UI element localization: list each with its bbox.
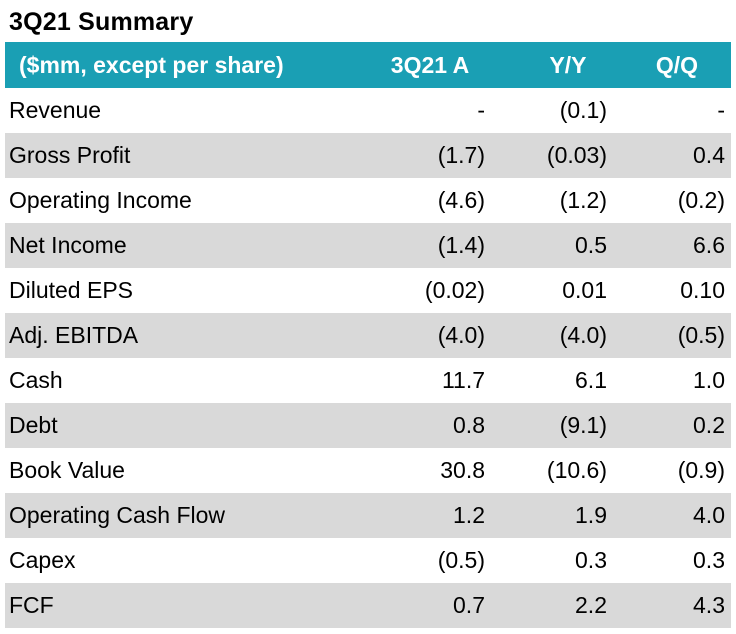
cell-yy: (9.1) <box>559 412 607 438</box>
table-row: Capex (0.5) 0.3 0.3 <box>5 538 731 583</box>
row-label: Net Income <box>9 232 127 258</box>
cell-qq: 4.0 <box>693 502 725 528</box>
cell-qq: 6.6 <box>693 232 725 258</box>
cell-qq: 4.3 <box>693 592 725 618</box>
row-label: Cash <box>9 367 63 393</box>
row-label: Revenue <box>9 97 102 123</box>
cell-yy: (4.0) <box>559 322 607 348</box>
cell-yy: 1.9 <box>575 502 607 528</box>
cell-3q21a: 1.2 <box>453 502 485 528</box>
cell-yy: (1.2) <box>559 187 607 213</box>
cell-3q21a: (1.4) <box>437 232 485 258</box>
cell-3q21a: 11.7 <box>441 367 485 393</box>
cell-yy: 0.3 <box>575 547 607 573</box>
cell-qq: 0.2 <box>693 412 725 438</box>
cell-3q21a: (0.5) <box>437 547 485 573</box>
row-label: Book Value <box>9 457 125 483</box>
table-row: Gross Profit (1.7) (0.03) 0.4 <box>5 133 731 178</box>
cell-yy: 6.1 <box>575 367 607 393</box>
header-yy: Y/Y <box>549 51 587 78</box>
cell-3q21a: 0.8 <box>453 412 485 438</box>
row-label: Capex <box>9 547 76 573</box>
table-row: Operating Income (4.6) (1.2) (0.2) <box>5 178 731 223</box>
cell-3q21a: (0.02) <box>424 277 485 303</box>
cell-qq: (0.2) <box>677 187 725 213</box>
table-title: 3Q21 Summary <box>9 8 194 36</box>
table-header-row: ($mm, except per share) 3Q21 A Y/Y Q/Q <box>5 42 731 88</box>
cell-yy: (0.03) <box>546 142 607 168</box>
cell-yy: 0.5 <box>575 232 607 258</box>
table-row: FCF 0.7 2.2 4.3 <box>5 583 731 628</box>
cell-yy: (10.6) <box>546 457 607 483</box>
cell-qq: (0.9) <box>677 457 725 483</box>
table-row: Revenue - (0.1) - <box>5 88 731 133</box>
cell-qq: 1.0 <box>693 367 725 393</box>
summary-table: ($mm, except per share) 3Q21 A Y/Y Q/Q R… <box>5 42 731 628</box>
table-row: Book Value 30.8 (10.6) (0.9) <box>5 448 731 493</box>
cell-qq: - <box>717 97 725 123</box>
header-3q21a: 3Q21 A <box>390 51 470 78</box>
cell-3q21a: (1.7) <box>437 142 485 168</box>
cell-yy: 2.2 <box>575 592 607 618</box>
row-label: Gross Profit <box>9 142 131 168</box>
table-row: Debt 0.8 (9.1) 0.2 <box>5 403 731 448</box>
cell-3q21a: 30.8 <box>440 457 485 483</box>
cell-qq: 0.4 <box>693 142 725 168</box>
table-row: Cash 11.7 6.1 1.0 <box>5 358 731 403</box>
row-label: Adj. EBITDA <box>9 322 139 348</box>
cell-3q21a: (4.6) <box>437 187 485 213</box>
cell-3q21a: - <box>477 97 485 123</box>
cell-3q21a: (4.0) <box>437 322 485 348</box>
cell-3q21a: 0.7 <box>453 592 485 618</box>
row-label: Diluted EPS <box>9 277 134 303</box>
header-label: ($mm, except per share) <box>19 51 284 78</box>
cell-qq: 0.3 <box>693 547 725 573</box>
row-label: Debt <box>9 412 58 438</box>
table-row: Operating Cash Flow 1.2 1.9 4.0 <box>5 493 731 538</box>
table-row: Net Income (1.4) 0.5 6.6 <box>5 223 731 268</box>
table-row: Diluted EPS (0.02) 0.01 0.10 <box>5 268 731 313</box>
cell-qq: 0.10 <box>680 277 725 303</box>
cell-qq: (0.5) <box>677 322 725 348</box>
row-label: FCF <box>9 592 54 618</box>
cell-yy: (0.1) <box>559 97 607 123</box>
row-label: Operating Income <box>9 187 192 213</box>
row-label: Operating Cash Flow <box>9 502 226 528</box>
table-row: Adj. EBITDA (4.0) (4.0) (0.5) <box>5 313 731 358</box>
header-qq: Q/Q <box>655 51 699 78</box>
cell-yy: 0.01 <box>562 277 607 303</box>
